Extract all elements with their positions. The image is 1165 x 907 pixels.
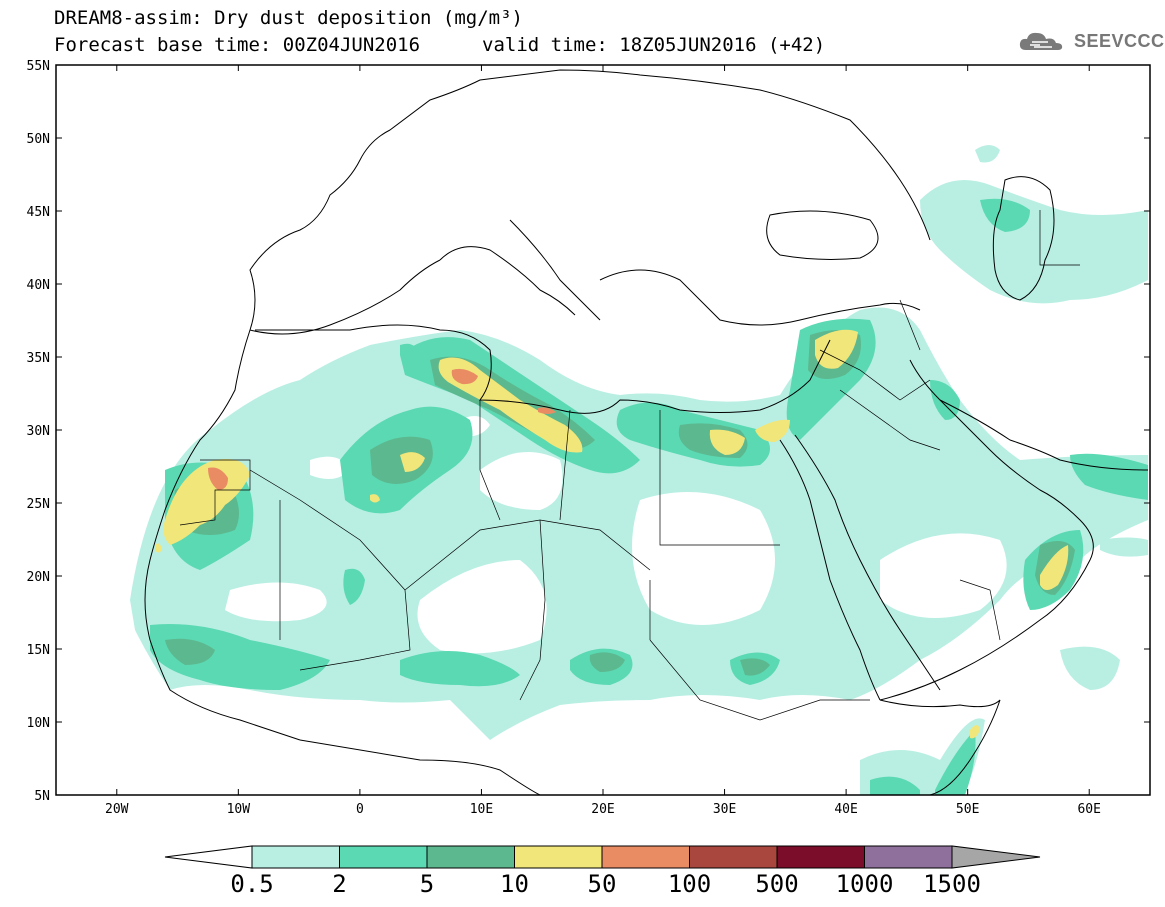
colorbar-segment (514, 845, 603, 869)
lon-label: 10W (227, 802, 251, 817)
forecast-base-time: Forecast base time: 00Z04JUN2016 (54, 34, 421, 56)
colorbar-segment (776, 845, 865, 869)
colorbar-label: 10 (500, 870, 529, 898)
colorbar-low-arrow (164, 845, 253, 869)
lat-label: 35N (27, 351, 50, 366)
lat-label: 50N (27, 132, 50, 147)
lon-label: 60E (1077, 802, 1100, 817)
lon-label: 30E (713, 802, 736, 817)
longitude-axis: 20W 10W 0 10E 20E 30E 40E 50E 60E (105, 65, 1101, 817)
coastlines (144, 69, 1149, 795)
colorbar-label: 500 (755, 870, 798, 898)
colorbar: 0.5 2 5 10 50 100 500 1000 1500 (164, 845, 1041, 898)
lat-label: 20N (27, 570, 50, 585)
latitude-axis: 55N 50N 45N 40N 35N 30N 25N 20N 15N 10N 5N (27, 59, 1150, 804)
colorbar-label: 5 (420, 870, 434, 898)
colorbar-segment (426, 845, 515, 869)
lon-label: 50E (956, 802, 979, 817)
lat-label: 25N (27, 497, 50, 512)
colorbar-label: 50 (588, 870, 617, 898)
lon-label: 40E (834, 802, 857, 817)
lat-label: 40N (27, 278, 50, 293)
map-title: DREAM8-assim: Dry dust deposition (mg/m³… (54, 7, 523, 29)
cloud-icon (1019, 32, 1063, 50)
seevccc-logo: SEEVCCC (1018, 30, 1165, 52)
lat-label: 5N (34, 789, 50, 804)
colorbar-segment (601, 845, 690, 869)
colorbar-high-arrow (951, 845, 1041, 869)
lon-label: 20E (591, 802, 614, 817)
country-borders (179, 210, 1080, 721)
valid-time: valid time: 18Z05JUN2016 (+42) (482, 34, 826, 56)
colorbar-label: 0.5 (230, 870, 273, 898)
colorbar-label: 2 (332, 870, 346, 898)
dust-deposition-field (130, 145, 1148, 795)
lon-label: 20W (105, 802, 129, 817)
colorbar-segment (864, 845, 953, 869)
colorbar-segment (251, 845, 340, 869)
lat-label: 55N (27, 59, 50, 74)
colorbar-segment (339, 845, 428, 869)
lon-label: 10E (470, 802, 493, 817)
colorbar-label: 1000 (836, 870, 894, 898)
colorbar-segment (689, 845, 778, 869)
lat-label: 10N (27, 716, 50, 731)
colorbar-label: 1500 (923, 870, 981, 898)
lat-label: 30N (27, 424, 50, 439)
colorbar-label: 100 (668, 870, 711, 898)
lat-label: 15N (27, 643, 50, 658)
lon-label: 0 (356, 802, 364, 817)
lat-label: 45N (27, 205, 50, 220)
